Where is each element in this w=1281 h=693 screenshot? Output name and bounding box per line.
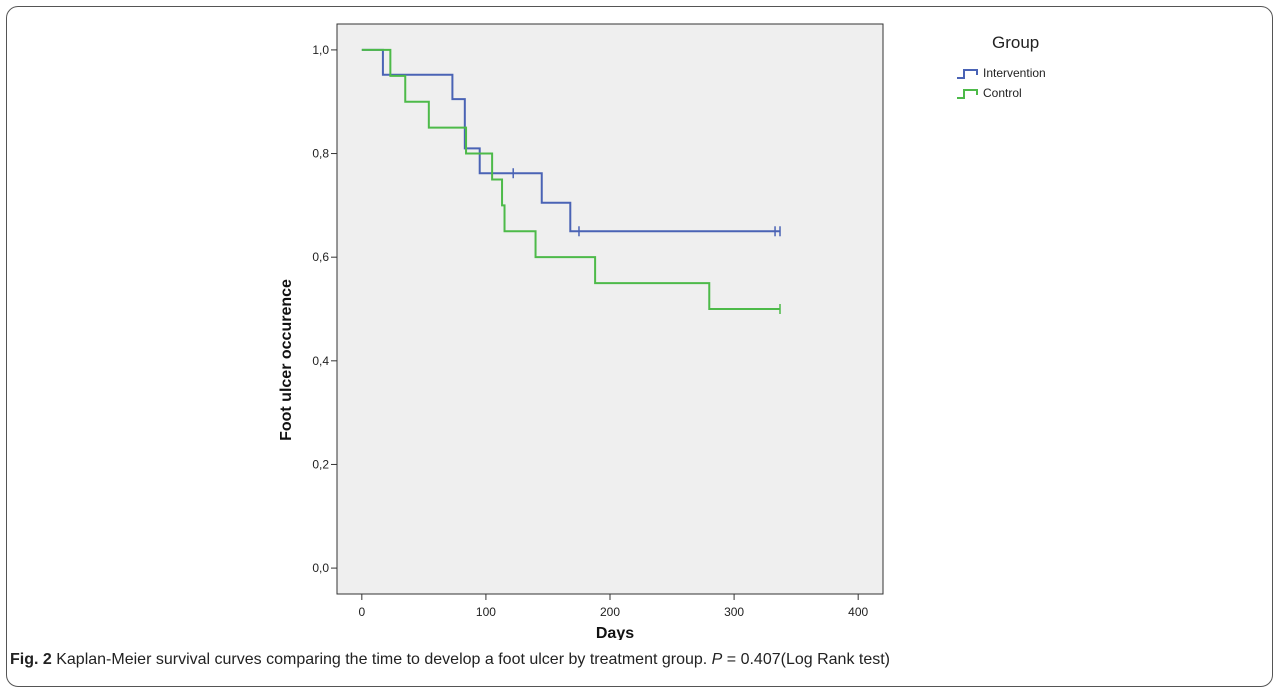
series-line-control	[361, 48, 781, 310]
legend-label-intervention: Intervention	[983, 66, 1046, 80]
x-tick-label: 0	[358, 605, 365, 619]
x-tick-label: 200	[600, 605, 620, 619]
x-tick-label: 100	[476, 605, 496, 619]
legend-swatch-control	[957, 89, 978, 99]
series-line-intervention	[361, 48, 781, 233]
y-tick-label: 1,0	[312, 43, 329, 57]
y-tick-label: 0,8	[312, 147, 329, 161]
caption-text: Kaplan-Meier survival curves comparing t…	[56, 651, 708, 668]
y-tick-label: 0,6	[312, 250, 329, 264]
legend-swatch-intervention	[957, 69, 978, 79]
y-tick-label: 0,2	[312, 457, 329, 471]
series-layer	[361, 48, 781, 314]
y-axis: 0,0 0,2 0,4 0,6 0,8 1,0	[312, 43, 337, 575]
p-value-symbol: P	[711, 651, 723, 668]
y-tick-label: 0,0	[312, 561, 329, 575]
y-axis-label: Foot ulcer occurence	[278, 279, 295, 441]
figure-label: Fig. 2	[10, 651, 52, 668]
figure-caption: Fig. 2 Kaplan-Meier survival curves comp…	[10, 651, 1265, 669]
x-tick-label: 300	[724, 605, 744, 619]
legend-label-control: Control	[983, 86, 1022, 100]
x-tick-label: 400	[848, 605, 868, 619]
y-tick-label: 0,4	[312, 354, 329, 368]
p-value-text: = 0.407(Log Rank test)	[722, 651, 890, 668]
legend-title: Group	[992, 33, 1039, 52]
legend: Intervention Control	[957, 66, 1046, 100]
x-axis: 0 100 200 300 400	[358, 594, 869, 619]
kaplan-meier-chart: 0 100 200 300 400 0,0 0,2 0,4 0,6 0,8 1,0 Days Fo…	[278, 23, 1046, 640]
plot-area	[336, 23, 884, 595]
x-axis-label: Days	[596, 625, 634, 640]
